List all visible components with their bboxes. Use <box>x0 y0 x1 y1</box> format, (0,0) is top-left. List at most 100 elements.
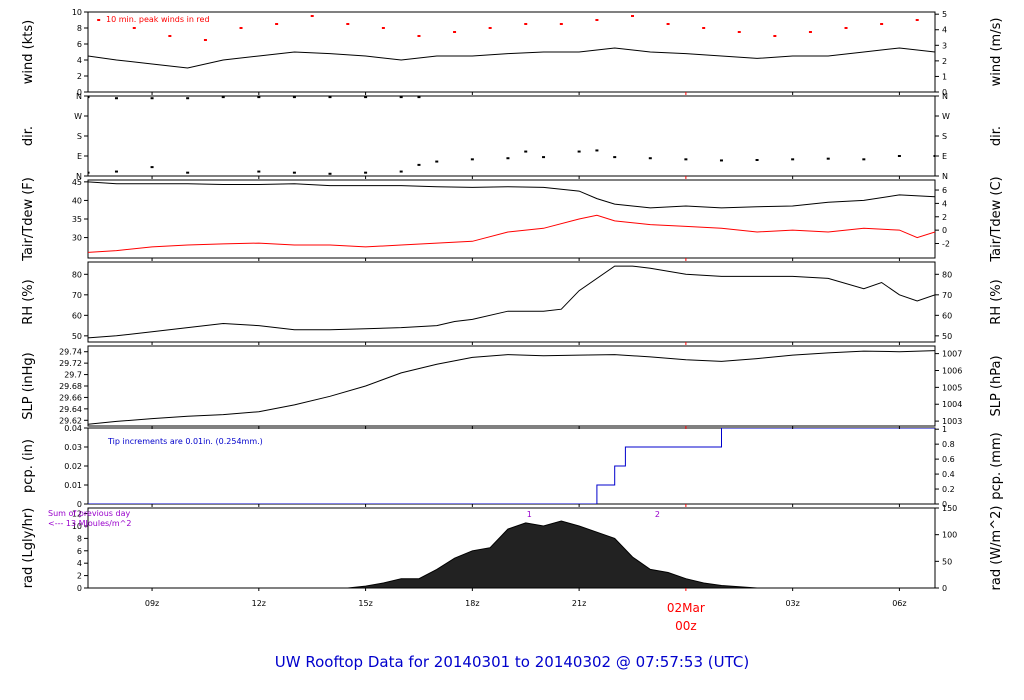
wind-data-point <box>168 35 172 37</box>
wind-data-point <box>132 27 136 29</box>
dir-data-point <box>435 160 439 163</box>
y-tick-label: N <box>76 92 82 101</box>
y2-tick-label: 1003 <box>942 417 962 426</box>
y2-tick-label: 1006 <box>942 366 962 375</box>
day-marker-date: 02Mar <box>667 601 705 615</box>
rad-marker-label: 2 <box>655 510 660 519</box>
wind-data-point <box>595 19 599 21</box>
x-tick-label: 09z <box>145 599 159 608</box>
y2-tick-label: 0.2 <box>942 485 955 494</box>
y-tick-label: 0 <box>77 584 82 593</box>
dir-series-group <box>88 96 935 175</box>
wind-data-point <box>275 23 279 25</box>
y2-tick-label: 1 <box>942 425 947 434</box>
y2-tick-label: 50 <box>942 557 952 566</box>
y2-tick-label: N <box>942 172 948 181</box>
slp-y2label: SLP (hPa) <box>989 355 1004 416</box>
slp-ylabel: SLP (inHg) <box>21 352 36 420</box>
rad-ylabel: rad (Lgly/hr) <box>21 508 36 589</box>
slp-panel: 29.62 29.64 29.66 29.68 29.7 29.72 29.74 1003 10… <box>21 345 1004 427</box>
dir-data-point <box>364 96 368 99</box>
y-tick-label: 35 <box>72 215 82 224</box>
wind-data-point <box>808 31 812 33</box>
temp-series-line <box>88 181 935 209</box>
wind-data-point <box>488 27 492 29</box>
dir-data-point <box>292 171 296 174</box>
dir-ylabel: dir. <box>21 126 36 146</box>
y-tick-label: 45 <box>72 178 82 187</box>
wind-y2label: wind (m/s) <box>989 18 1004 87</box>
dir-data-point <box>595 149 599 152</box>
dir-data-point <box>114 170 118 173</box>
rh-y2label: RH (%) <box>989 279 1004 324</box>
wind-data-point <box>702 27 706 29</box>
y-tick-label: 0.02 <box>64 462 82 471</box>
rad-series-group <box>347 520 758 588</box>
y2-tick-label: E <box>942 152 947 161</box>
rad-y2label: rad (W/m^2) <box>989 506 1004 591</box>
y2-tick-label: 0 <box>942 226 947 235</box>
wind-ylabel: wind (kts) <box>21 20 36 84</box>
y-tick-label: 0.04 <box>64 424 82 433</box>
wind-data-point <box>524 23 528 25</box>
y-tick-label: N <box>76 172 82 181</box>
y-tick-label: 29.62 <box>59 416 82 425</box>
dir-data-point <box>542 156 546 159</box>
y-tick-label: 6 <box>77 40 82 49</box>
y-tick-label: 29.7 <box>64 371 82 380</box>
slp-series-group <box>88 350 935 425</box>
temp-series-line <box>88 214 935 253</box>
dir-data-point <box>613 156 617 159</box>
wind-frame <box>87 11 936 93</box>
y-tick-label: 60 <box>72 311 82 320</box>
pcp-ylabel: pcp. (in) <box>21 439 36 493</box>
y-tick-label: 2 <box>77 72 82 81</box>
dir-data-point <box>328 172 332 175</box>
dir-data-point <box>524 150 528 153</box>
y-tick-label: 70 <box>72 291 82 300</box>
y-tick-label: 6 <box>77 547 82 556</box>
y2-tick-label: 6 <box>942 186 947 195</box>
dir-frame <box>87 95 936 177</box>
dir-data-point <box>755 159 759 161</box>
rh-series-group <box>88 265 935 339</box>
dir-data-point <box>150 97 154 100</box>
y2-tick-label: W <box>942 112 950 121</box>
rad-annotation-line: Sum of previous day <box>48 509 130 518</box>
y-tick-label: 0 <box>77 88 82 97</box>
y2-tick-label: 0 <box>942 584 947 593</box>
wind-data-point <box>559 23 563 25</box>
temp-panel: 30 35 40 45 -2 0 2 4 6 Tair/Tdew (F) Tair/Tdew (C) <box>21 176 1004 262</box>
x-tick-label: 12z <box>252 599 266 608</box>
y2-tick-label: 0.6 <box>942 455 955 464</box>
x-tick-label: 15z <box>358 599 372 608</box>
rad-annotation-line: <--- 13 MJoules/m^2 <box>48 519 131 528</box>
pcp-annotation: Tip increments are 0.01in. (0.254mm.) <box>107 437 263 446</box>
pcp-series-group <box>88 428 935 504</box>
y2-tick-label: 0.8 <box>942 440 955 449</box>
pcp-panel: 0 0.01 0.02 0.03 0.04 0 0.2 0.4 0.6 0.8 1 pcp. (in)… <box>21 424 1004 509</box>
y-tick-label: 40 <box>72 196 82 205</box>
wind-data-point <box>203 39 207 41</box>
chart-title: UW Rooftop Data for 20140301 to 20140302… <box>275 653 749 671</box>
y-tick-label: 4 <box>77 56 82 65</box>
rad-series-area <box>347 520 758 588</box>
wind-data-point <box>737 31 741 33</box>
dir-data-point <box>417 163 421 166</box>
temp-series-group <box>88 181 935 253</box>
wind-data-point <box>915 19 919 21</box>
wind-data-point <box>880 23 884 25</box>
temp-y2label: Tair/Tdew (C) <box>989 176 1004 262</box>
y2-tick-label: -2 <box>942 240 950 249</box>
dir-data-point <box>933 155 935 157</box>
rh-ylabel: RH (%) <box>21 279 36 324</box>
y-tick-label: 29.74 <box>59 348 82 357</box>
y2-tick-label: S <box>942 132 947 141</box>
dir-data-point <box>257 96 261 99</box>
wind-data-point <box>773 35 777 37</box>
dir-data-point <box>470 158 474 161</box>
temp-frame <box>87 179 936 259</box>
y-tick-label: 2 <box>77 572 82 581</box>
